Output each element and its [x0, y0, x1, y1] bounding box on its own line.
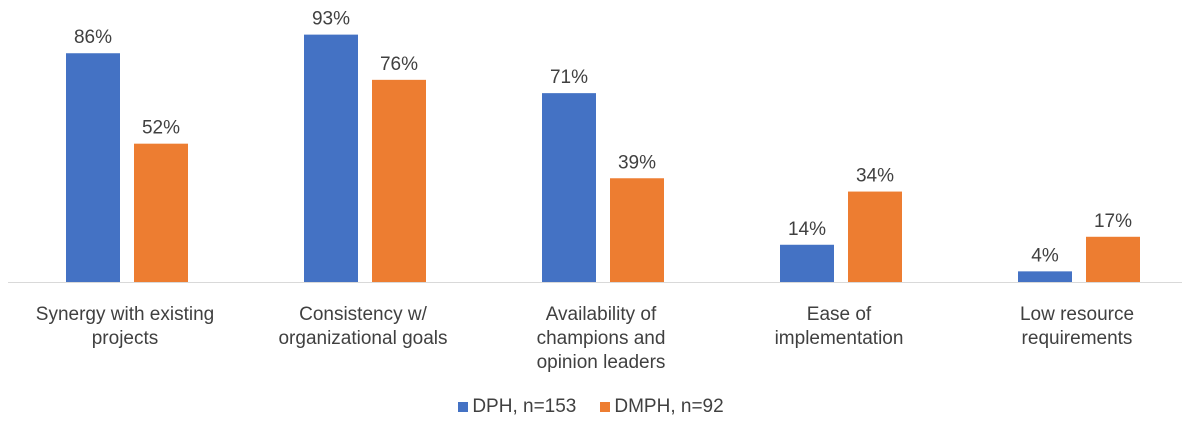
legend-swatch-dmph — [600, 402, 611, 412]
bar-dph-2 — [542, 93, 596, 282]
category-label-1: Consistency w/organizational goals — [278, 304, 447, 349]
bar-dmph-3 — [848, 191, 902, 282]
legend-label-dmph: DMPH, n=92 — [614, 396, 724, 417]
bar-dph-3 — [780, 244, 834, 282]
category-labels-group: Synergy with existing projects Consistency… — [36, 304, 1134, 373]
category-label-3: Ease of implementation — [775, 304, 904, 349]
data-label-dmph-2: 39% — [618, 152, 656, 173]
category-label-4: Low resource requirements — [1020, 304, 1134, 349]
legend: DPH, n=153 DMPH, n=92 — [0, 396, 1182, 418]
data-label-dph-0: 86% — [74, 27, 112, 48]
data-label-dph-1: 93% — [312, 9, 350, 30]
bar-dmph-4 — [1086, 236, 1140, 282]
bar-dmph-0 — [134, 143, 188, 282]
data-label-dmph-1: 76% — [380, 54, 418, 75]
category-label-2: Availability of champions and opinion lead… — [537, 304, 666, 373]
bar-dph-0 — [66, 53, 120, 282]
legend-label-dph: DPH, n=153 — [472, 396, 577, 417]
data-label-dph-4: 4% — [1031, 245, 1059, 266]
data-label-dmph-3: 34% — [856, 166, 894, 187]
legend-swatch-dph — [458, 402, 469, 412]
bar-dph-4 — [1018, 271, 1072, 282]
data-label-dmph-0: 52% — [142, 118, 180, 139]
bar-dmph-2 — [610, 178, 664, 282]
bar-chart: 86% 52% 93% 76% 71% 39% 14% 34% 4% 17% Synergy wi… — [8, 9, 1182, 373]
data-label-dmph-4: 17% — [1094, 211, 1132, 232]
bar-dph-1 — [304, 34, 358, 283]
data-label-dph-3: 14% — [788, 219, 826, 240]
data-label-dph-2: 71% — [550, 67, 588, 88]
category-label-0: Synergy with existing projects — [36, 304, 214, 349]
data-labels-group: 86% 52% 93% 76% 71% 39% 14% 34% 4% 17% — [74, 9, 1132, 267]
bar-dmph-1 — [372, 79, 426, 282]
bars-group — [66, 34, 1140, 283]
legend-item-dph: DPH, n=153 — [458, 396, 576, 418]
legend-item-dmph: DMPH, n=92 — [600, 396, 724, 418]
